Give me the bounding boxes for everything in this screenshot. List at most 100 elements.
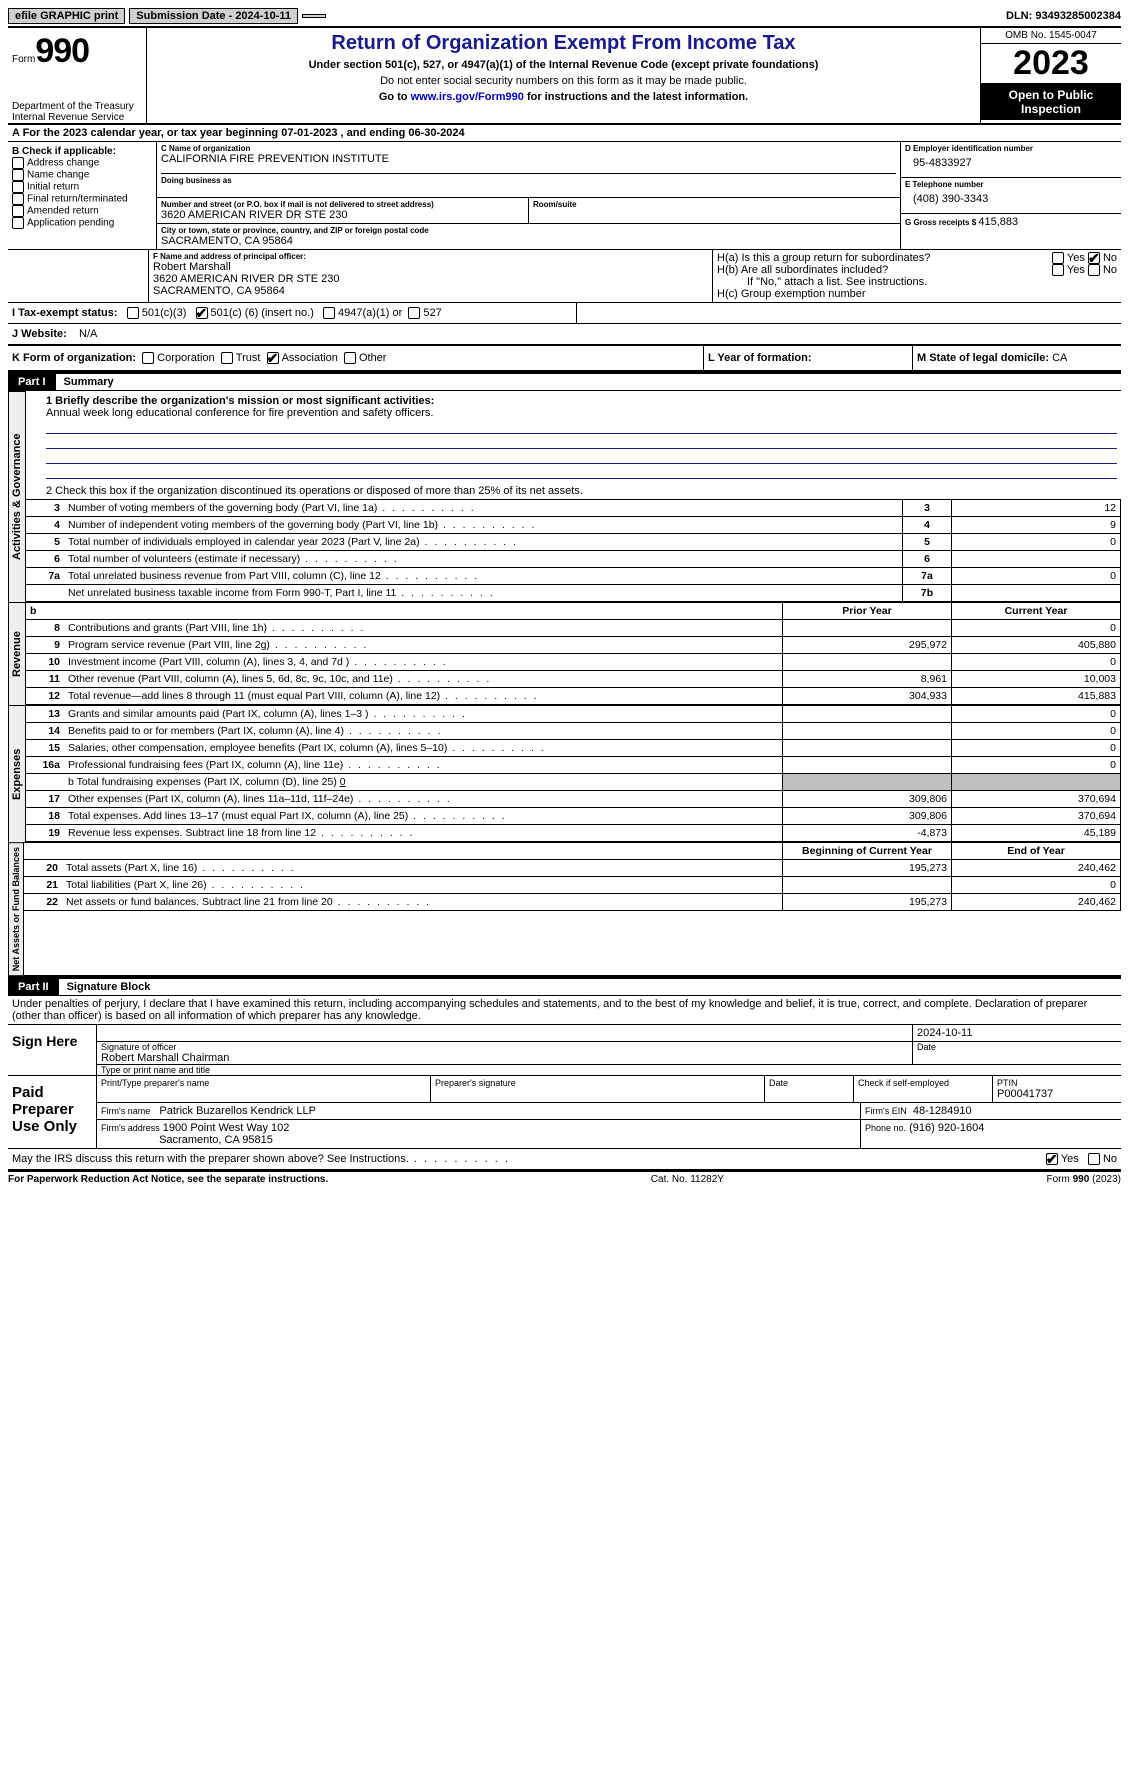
ha-yes-checkbox[interactable]	[1052, 252, 1064, 264]
city-label: City or town, state or province, country…	[161, 226, 896, 235]
table-row: 10 Investment income (Part VIII, column …	[26, 654, 1121, 671]
hb-no-checkbox[interactable]	[1088, 264, 1100, 276]
dba-label: Doing business as	[161, 173, 896, 185]
officer-addr2: SACRAMENTO, CA 95864	[153, 285, 708, 297]
g-label: G Gross receipts $	[905, 218, 978, 227]
firm-addr-label: Firm's address	[101, 1123, 160, 1133]
table-row: 11 Other revenue (Part VIII, column (A),…	[26, 671, 1121, 688]
j-row: J Website: N/A	[8, 324, 1121, 346]
initial-return-checkbox[interactable]	[12, 181, 24, 193]
table-row: 4 Number of independent voting members o…	[26, 517, 1121, 534]
d-label: D Employer identification number	[905, 144, 1117, 153]
entity-block: B Check if applicable: Address change Na…	[8, 142, 1121, 250]
f-label: F Name and address of principal officer:	[153, 252, 708, 261]
type-name-label: Type or print name and title	[97, 1065, 1121, 1075]
hb-yes-checkbox[interactable]	[1052, 264, 1064, 276]
hb-note: If "No," attach a list. See instructions…	[717, 276, 1117, 288]
table-row: 12 Total revenue—add lines 8 through 11 …	[26, 688, 1121, 705]
b-label: B Check if applicable:	[12, 146, 152, 157]
ptin-label: PTIN	[997, 1078, 1117, 1088]
ha-label: H(a) Is this a group return for subordin…	[717, 252, 1052, 264]
i-row: I Tax-exempt status: 501(c)(3) 501(c) (6…	[8, 303, 1121, 324]
website-value: N/A	[79, 328, 97, 340]
501c3-checkbox[interactable]	[127, 307, 139, 319]
mission-text: Annual week long educational conference …	[46, 407, 1117, 419]
gross-receipts: 415,883	[978, 216, 1018, 228]
k-label: K Form of organization:	[12, 352, 136, 364]
assoc-checkbox[interactable]	[267, 352, 279, 364]
i-label: I Tax-exempt status:	[12, 307, 118, 319]
part-i-bar: Part I Summary	[8, 372, 1121, 391]
addr-change-checkbox[interactable]	[12, 157, 24, 169]
form-prefix: Form	[12, 54, 35, 65]
table-row: 6 Total number of volunteers (estimate i…	[26, 551, 1121, 568]
tax-year: 2023	[981, 44, 1121, 84]
final-return-checkbox[interactable]	[12, 193, 24, 205]
4947-checkbox[interactable]	[323, 307, 335, 319]
paid-preparer-label: Paid Preparer Use Only	[8, 1076, 97, 1148]
sig-officer-label: Signature of officer	[101, 1042, 908, 1052]
goto-line: Go to www.irs.gov/Form990 for instructio…	[155, 91, 972, 103]
corp-checkbox[interactable]	[142, 352, 154, 364]
501c-checkbox[interactable]	[196, 307, 208, 319]
paperwork-notice: For Paperwork Reduction Act Notice, see …	[8, 1174, 328, 1185]
room-label: Room/suite	[533, 200, 896, 209]
netassets-section: Net Assets or Fund Balances Beginning of…	[8, 842, 1121, 977]
table-row: 9 Program service revenue (Part VIII, li…	[26, 637, 1121, 654]
expenses-table: 13 Grants and similar amounts paid (Part…	[26, 705, 1121, 842]
spacer-box	[302, 14, 326, 18]
e-label: E Telephone number	[905, 180, 1117, 189]
prep-name-label: Print/Type preparer's name	[97, 1076, 430, 1102]
app-pending-checkbox[interactable]	[12, 217, 24, 229]
527-checkbox[interactable]	[408, 307, 420, 319]
end-year-hdr: End of Year	[952, 843, 1121, 860]
table-row: 7a Total unrelated business revenue from…	[26, 568, 1121, 585]
page-footer: For Paperwork Reduction Act Notice, see …	[8, 1170, 1121, 1185]
revenue-section: Revenue b Prior Year Current Year 8 Cont…	[8, 602, 1121, 705]
netassets-tab: Net Assets or Fund Balances	[8, 842, 24, 975]
table-row: 5 Total number of individuals employed i…	[26, 534, 1121, 551]
sign-here-label: Sign Here	[8, 1025, 97, 1075]
name-change-checkbox[interactable]	[12, 169, 24, 181]
table-row: 16a Professional fundraising fees (Part …	[26, 757, 1121, 774]
prep-date-label: Date	[764, 1076, 853, 1102]
officer-addr1: 3620 AMERICAN RIVER DR STE 230	[153, 273, 708, 285]
klm-row: K Form of organization: Corporation Trus…	[8, 346, 1121, 372]
part-i-title: Summary	[56, 374, 122, 390]
addr-label: Number and street (or P.O. box if mail i…	[161, 200, 524, 209]
expenses-section: Expenses 13 Grants and similar amounts p…	[8, 705, 1121, 842]
amended-checkbox[interactable]	[12, 205, 24, 217]
line2: 2 Check this box if the organization dis…	[26, 479, 1121, 499]
sign-here-block: Sign Here 2024-10-11 Signature of office…	[8, 1025, 1121, 1076]
m-label: M State of legal domicile:	[917, 352, 1052, 364]
paid-preparer-block: Paid Preparer Use Only Print/Type prepar…	[8, 1076, 1121, 1149]
prep-sig-label: Preparer's signature	[430, 1076, 764, 1102]
irs-link[interactable]: www.irs.gov/Form990	[411, 91, 524, 103]
table-row: 22 Net assets or fund balances. Subtract…	[24, 894, 1121, 911]
ha-no-checkbox[interactable]	[1088, 252, 1100, 264]
trust-checkbox[interactable]	[221, 352, 233, 364]
form-subtitle: Under section 501(c), 527, or 4947(a)(1)…	[155, 59, 972, 71]
sign-date: 2024-10-11	[912, 1025, 1121, 1041]
ein-value: 95-4833927	[905, 153, 1117, 169]
table-row: Net unrelated business taxable income fr…	[26, 585, 1121, 602]
netassets-table: Beginning of Current Year End of Year 20…	[24, 842, 1121, 911]
perjury-text: Under penalties of perjury, I declare th…	[8, 996, 1121, 1025]
table-row: 15 Salaries, other compensation, employe…	[26, 740, 1121, 757]
date-label: Date	[917, 1042, 1117, 1052]
other-checkbox[interactable]	[344, 352, 356, 364]
governance-tab: Activities & Governance	[8, 391, 26, 602]
part-i-label: Part I	[8, 374, 56, 390]
part-ii-label: Part II	[8, 979, 59, 995]
j-label: J Website:	[12, 328, 67, 340]
firm-addr1: 1900 Point West Way 102	[163, 1122, 290, 1134]
m-val: CA	[1052, 352, 1067, 364]
ptin-value: P00041737	[997, 1088, 1117, 1100]
efile-button[interactable]: efile GRAPHIC print	[8, 8, 125, 24]
discuss-no-checkbox[interactable]	[1088, 1153, 1100, 1165]
expenses-tab: Expenses	[8, 705, 26, 842]
firm-ein-label: Firm's EIN	[865, 1106, 907, 1116]
public-inspection: Open to Public Inspection	[981, 84, 1121, 120]
table-row: 17 Other expenses (Part IX, column (A), …	[26, 791, 1121, 808]
discuss-yes-checkbox[interactable]	[1046, 1153, 1058, 1165]
